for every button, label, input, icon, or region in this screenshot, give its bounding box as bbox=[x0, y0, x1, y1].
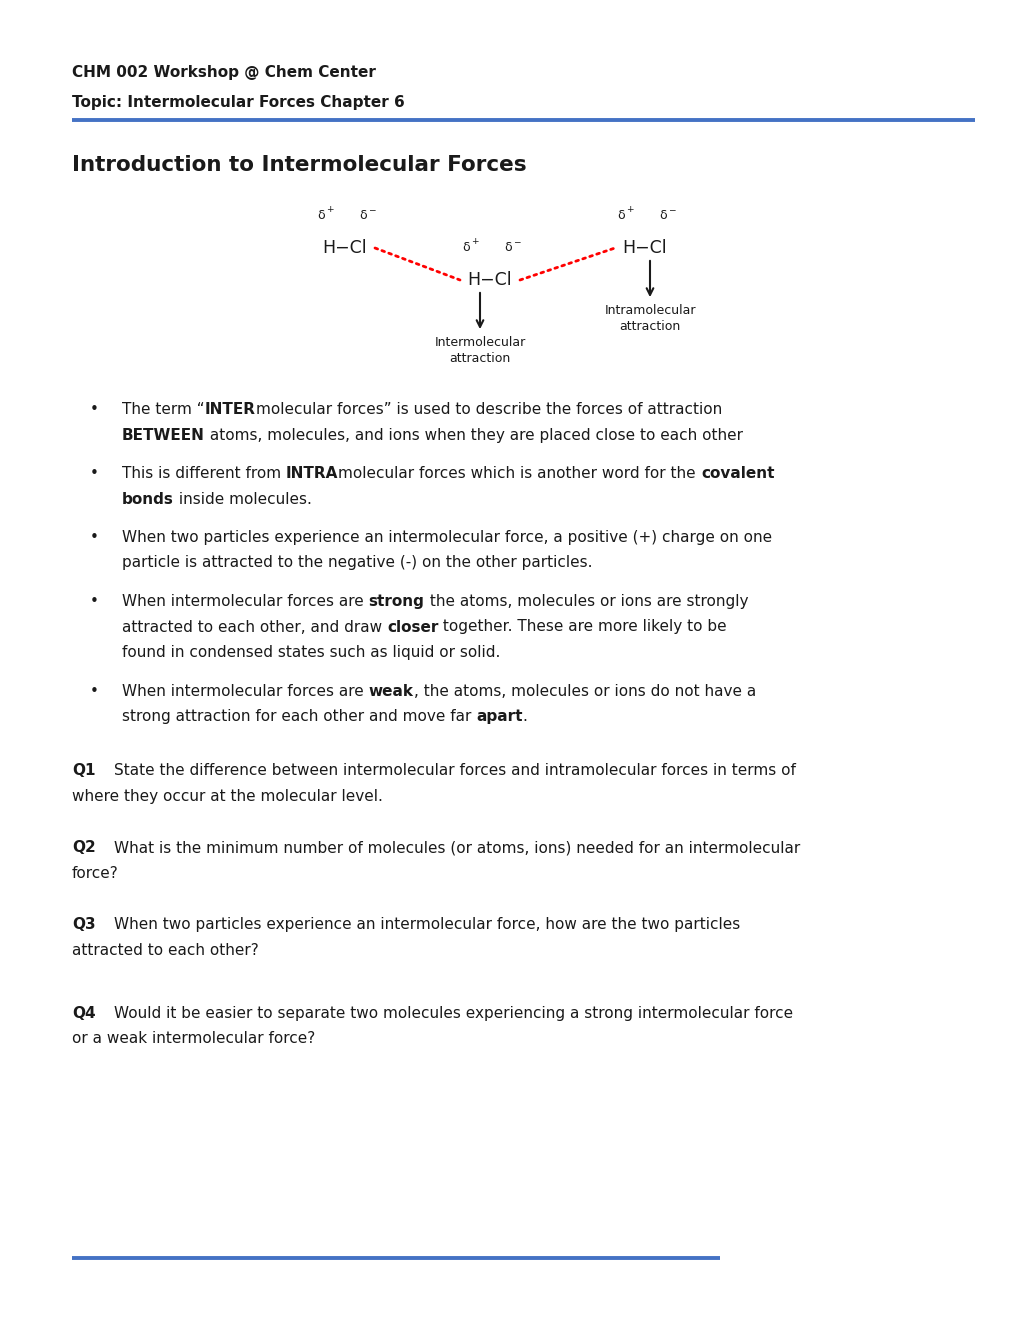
Text: This is different from: This is different from bbox=[122, 466, 285, 480]
Text: H−Cl: H−Cl bbox=[322, 239, 367, 257]
Text: attracted to each other, and draw: attracted to each other, and draw bbox=[122, 619, 386, 635]
Text: Q3: Q3 bbox=[72, 917, 96, 932]
Text: δ: δ bbox=[462, 242, 469, 253]
Text: When two particles experience an intermolecular force, how are the two particles: When two particles experience an intermo… bbox=[114, 917, 740, 932]
Text: strong: strong bbox=[368, 594, 424, 609]
Text: closer: closer bbox=[386, 619, 438, 635]
Text: •: • bbox=[90, 594, 99, 609]
Text: The term “: The term “ bbox=[122, 403, 205, 417]
Text: inside molecules.: inside molecules. bbox=[173, 491, 312, 507]
Text: where they occur at the molecular level.: where they occur at the molecular level. bbox=[72, 788, 382, 804]
Text: molecular forces which is another word for the: molecular forces which is another word f… bbox=[338, 466, 700, 480]
Text: Q4: Q4 bbox=[72, 1006, 96, 1020]
Text: •: • bbox=[90, 403, 99, 417]
Text: Topic: Intermolecular Forces Chapter 6: Topic: Intermolecular Forces Chapter 6 bbox=[72, 95, 405, 110]
Text: +: + bbox=[471, 238, 479, 246]
Text: BETWEEN: BETWEEN bbox=[122, 428, 205, 442]
Text: molecular forces” is used to describe the forces of attraction: molecular forces” is used to describe th… bbox=[256, 403, 721, 417]
Text: strong attraction for each other and move far: strong attraction for each other and mov… bbox=[122, 709, 476, 723]
Text: Intermolecular
attraction: Intermolecular attraction bbox=[434, 337, 525, 366]
Text: weak: weak bbox=[368, 684, 414, 698]
Text: Q1: Q1 bbox=[72, 763, 96, 777]
Text: •: • bbox=[90, 531, 99, 545]
Text: What is the minimum number of molecules (or atoms, ions) needed for an intermole: What is the minimum number of molecules … bbox=[114, 840, 800, 855]
Text: Intramolecular
attraction: Intramolecular attraction bbox=[603, 304, 695, 333]
Text: INTRA: INTRA bbox=[285, 466, 338, 480]
Text: force?: force? bbox=[72, 866, 118, 880]
Text: , the atoms, molecules or ions do not have a: , the atoms, molecules or ions do not ha… bbox=[414, 684, 755, 698]
Text: covalent: covalent bbox=[700, 466, 773, 480]
Text: −: − bbox=[513, 238, 521, 246]
Text: apart: apart bbox=[476, 709, 523, 723]
Text: atoms, molecules, and ions when they are placed close to each other: atoms, molecules, and ions when they are… bbox=[205, 428, 742, 442]
Text: •: • bbox=[90, 684, 99, 698]
Text: δ: δ bbox=[503, 242, 512, 253]
Text: −: − bbox=[368, 205, 376, 214]
Text: INTER: INTER bbox=[205, 403, 256, 417]
Text: Would it be easier to separate two molecules experiencing a strong intermolecula: Would it be easier to separate two molec… bbox=[114, 1006, 793, 1020]
Text: Q2: Q2 bbox=[72, 840, 96, 855]
Text: State the difference between intermolecular forces and intramolecular forces in : State the difference between intermolecu… bbox=[114, 763, 795, 777]
Text: •: • bbox=[90, 466, 99, 480]
Text: particle is attracted to the negative (-) on the other particles.: particle is attracted to the negative (-… bbox=[122, 556, 592, 570]
Text: the atoms, molecules or ions are strongly: the atoms, molecules or ions are strongl… bbox=[424, 594, 747, 609]
Text: −: − bbox=[667, 205, 676, 214]
Text: δ: δ bbox=[616, 209, 624, 222]
Text: When intermolecular forces are: When intermolecular forces are bbox=[122, 594, 368, 609]
Text: or a weak intermolecular force?: or a weak intermolecular force? bbox=[72, 1031, 315, 1047]
Text: δ: δ bbox=[317, 209, 324, 222]
Text: δ: δ bbox=[359, 209, 366, 222]
Text: attracted to each other?: attracted to each other? bbox=[72, 942, 259, 957]
Text: found in condensed states such as liquid or solid.: found in condensed states such as liquid… bbox=[122, 645, 500, 660]
Text: CHM 002 Workshop @ Chem Center: CHM 002 Workshop @ Chem Center bbox=[72, 65, 376, 81]
Text: bonds: bonds bbox=[122, 491, 173, 507]
Text: Introduction to Intermolecular Forces: Introduction to Intermolecular Forces bbox=[72, 154, 526, 176]
Text: +: + bbox=[626, 205, 634, 214]
Text: H−Cl: H−Cl bbox=[468, 271, 512, 289]
Text: H−Cl: H−Cl bbox=[622, 239, 666, 257]
Text: .: . bbox=[523, 709, 527, 723]
Text: +: + bbox=[326, 205, 333, 214]
Text: When intermolecular forces are: When intermolecular forces are bbox=[122, 684, 368, 698]
Text: When two particles experience an intermolecular force, a positive (+) charge on : When two particles experience an intermo… bbox=[122, 531, 771, 545]
Text: δ: δ bbox=[658, 209, 666, 222]
Text: together. These are more likely to be: together. These are more likely to be bbox=[438, 619, 727, 635]
